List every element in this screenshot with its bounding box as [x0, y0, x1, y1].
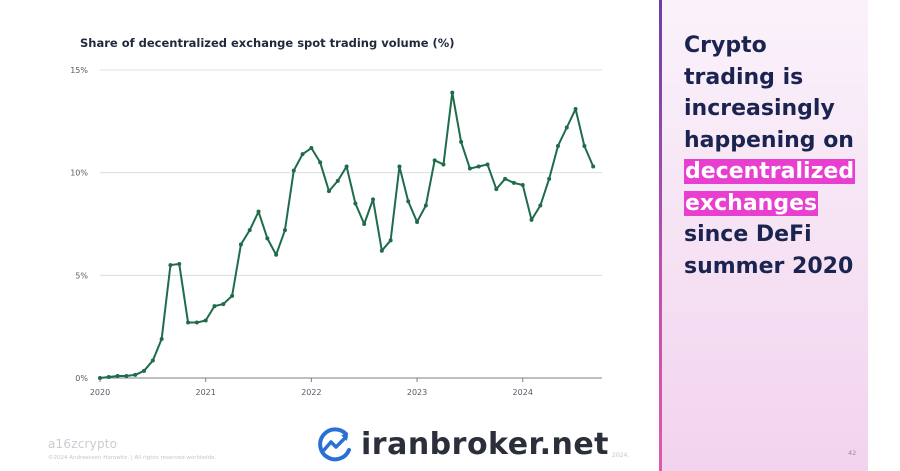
footer-year: 2024.	[612, 452, 630, 459]
data-point	[344, 164, 349, 169]
data-point	[371, 197, 376, 202]
x-tick-label: 2023	[407, 388, 427, 397]
data-point	[538, 203, 543, 208]
data-point	[186, 320, 191, 325]
data-point	[194, 320, 199, 325]
data-point	[115, 373, 120, 378]
data-point	[450, 90, 455, 95]
y-tick-label: 10%	[70, 169, 88, 178]
data-point	[274, 252, 279, 257]
data-point	[318, 160, 323, 165]
y-tick-label: 0%	[75, 374, 88, 383]
data-point	[423, 203, 428, 208]
y-tick-label: 15%	[70, 66, 88, 75]
data-point	[335, 178, 340, 183]
data-point	[247, 228, 252, 233]
series-line	[99, 91, 595, 379]
headline-highlight: decentralized	[684, 159, 856, 184]
data-point	[503, 176, 508, 181]
x-tick-label: 2024	[513, 388, 533, 397]
headline-line: trading is	[684, 64, 804, 90]
panel-divider	[659, 0, 662, 471]
data-point	[494, 187, 499, 192]
page-number: 42	[848, 449, 857, 457]
data-point	[353, 201, 358, 206]
data-point	[573, 107, 578, 112]
data-point	[124, 373, 129, 378]
data-point	[212, 304, 217, 309]
line-chart: 0% 5% 10% 15% 2020 2021 2022 2023 2024	[70, 66, 602, 397]
data-point	[388, 238, 393, 243]
data-point	[485, 162, 490, 167]
x-tick-label: 2022	[301, 388, 321, 397]
data-point	[397, 164, 402, 169]
trend-arrow-icon	[318, 427, 351, 462]
data-point	[265, 236, 270, 241]
data-point	[309, 146, 314, 151]
data-point	[379, 248, 384, 253]
data-point	[467, 166, 472, 171]
headline-panel: Crypto trading is increasingly happening…	[662, 0, 868, 471]
data-point	[282, 228, 287, 233]
data-point	[291, 168, 296, 173]
chart-slide: Share of decentralized exchange spot tra…	[48, 36, 630, 461]
data-point	[300, 152, 305, 157]
headline-highlight: exchanges	[684, 190, 819, 216]
data-point	[177, 262, 182, 267]
data-point	[476, 164, 481, 169]
headline-line: since DeFi	[684, 222, 812, 247]
data-point	[142, 368, 147, 373]
data-point	[432, 158, 437, 163]
data-point	[415, 219, 420, 224]
data-point	[582, 143, 587, 148]
data-point	[150, 358, 155, 363]
y-tick-label: 5%	[75, 271, 88, 280]
x-tick-label: 2020	[90, 388, 110, 397]
data-point	[547, 176, 552, 181]
watermark-text: iranbroker.net	[361, 426, 610, 462]
data-point	[326, 189, 331, 194]
data-point	[441, 162, 446, 167]
copyright-text: ©2024 Andreessen Horowitz. | All rights …	[48, 455, 217, 461]
data-point	[591, 164, 596, 169]
data-point	[256, 209, 261, 214]
data-point	[362, 222, 367, 226]
data-point	[221, 302, 226, 307]
data-point	[203, 318, 208, 323]
data-point	[406, 199, 411, 204]
data-point	[564, 125, 569, 130]
data-point	[459, 139, 464, 144]
page-margin	[868, 0, 900, 471]
data-point	[168, 263, 173, 268]
brand-logo: a16zcrypto	[48, 437, 118, 451]
data-point	[555, 143, 560, 148]
data-point	[529, 217, 534, 222]
data-point	[520, 182, 525, 187]
data-point	[106, 374, 111, 379]
headline-line: happening on	[684, 127, 854, 153]
x-tick-label: 2021	[196, 388, 216, 397]
data-point	[238, 242, 243, 247]
chart-title: Share of decentralized exchange spot tra…	[80, 36, 455, 50]
data-point	[133, 372, 138, 377]
data-point	[159, 336, 164, 341]
headline-line: increasingly	[684, 96, 835, 121]
data-point	[98, 376, 102, 380]
headline: Crypto trading is increasingly happening…	[684, 30, 864, 282]
headline-line: Crypto	[684, 33, 767, 58]
data-point	[230, 293, 235, 298]
watermark: iranbroker.net	[315, 424, 609, 464]
headline-line: summer 2020	[684, 253, 854, 279]
data-point	[511, 180, 516, 185]
